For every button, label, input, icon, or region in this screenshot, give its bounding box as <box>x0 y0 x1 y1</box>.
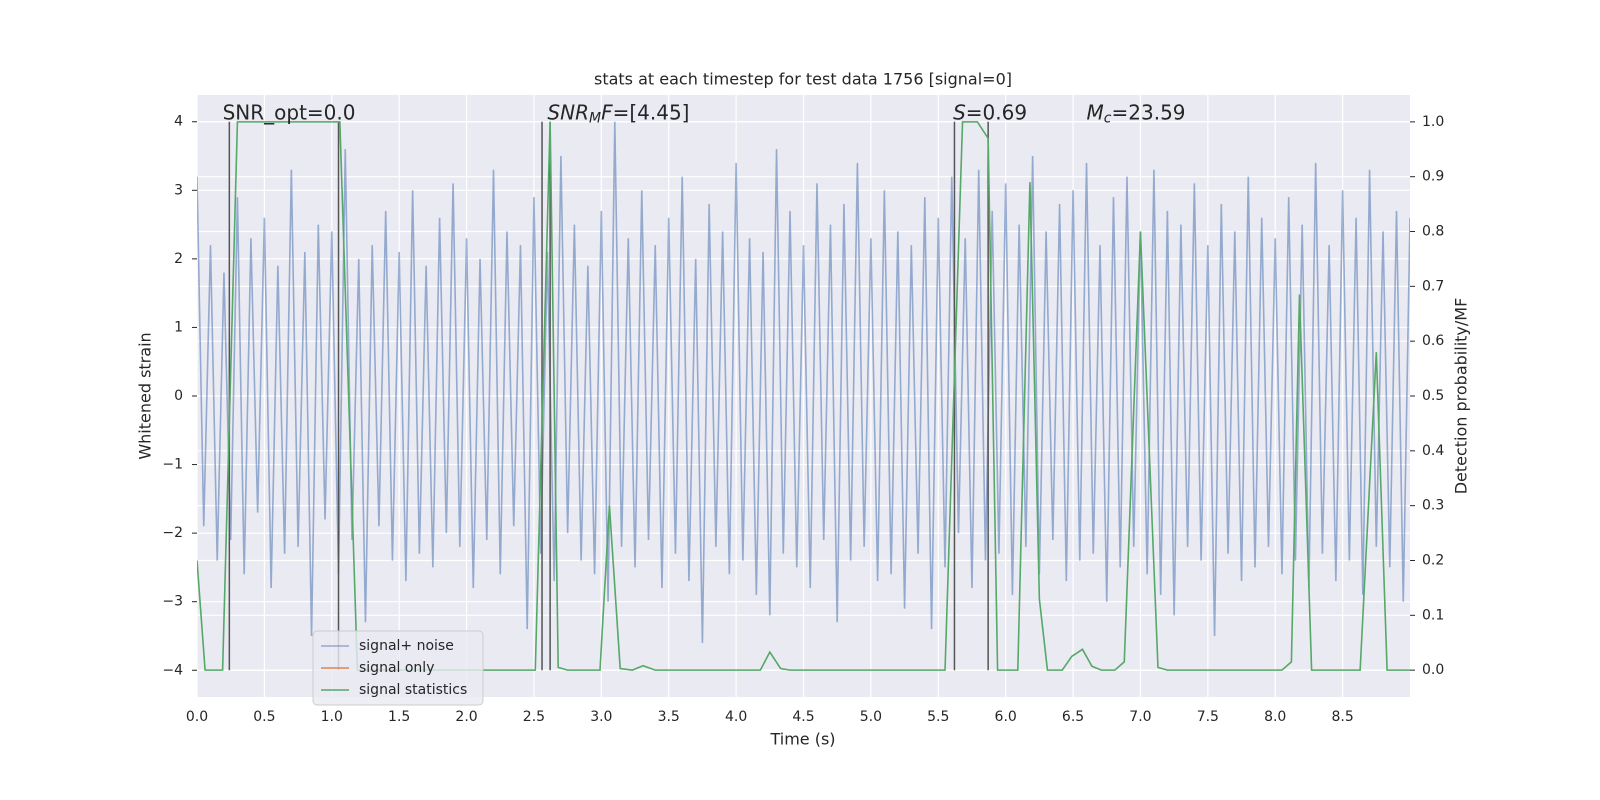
x-tick-label: 7.0 <box>1129 709 1151 725</box>
y2-tick-label: 0.9 <box>1422 169 1444 185</box>
annotation-part: M <box>1087 100 1104 124</box>
y-tick-label: 4 <box>174 114 183 130</box>
y-tick-label: −4 <box>162 662 183 678</box>
y-tick-label: −2 <box>162 525 183 541</box>
chart-title: stats at each timestep for test data 175… <box>594 70 1012 89</box>
annotation: SNR_opt=0.0 <box>223 100 356 124</box>
legend-box <box>312 630 484 706</box>
annotation-part: =0.69 <box>966 100 1027 124</box>
x-tick-label: 2.0 <box>455 709 477 725</box>
y2-tick-label: 0.3 <box>1422 498 1444 514</box>
y-tick-label: 1 <box>174 319 183 335</box>
annotation-part: M <box>589 111 601 127</box>
x-tick-label: 3.5 <box>658 709 680 725</box>
y2-tick-label: 0.4 <box>1422 443 1444 459</box>
x-tick-label: 1.0 <box>321 709 343 725</box>
y-axis-label: Whitened strain <box>136 332 155 459</box>
annotation-part: SNR <box>547 100 589 124</box>
x-axis-label: Time (s) <box>769 730 835 749</box>
x-tick-label: 4.0 <box>725 709 747 725</box>
y2-tick-label: 0.5 <box>1422 388 1444 404</box>
y2-tick-label: 0.0 <box>1422 662 1444 678</box>
x-tick-label: 3.0 <box>590 709 612 725</box>
x-tick-label: 4.5 <box>792 709 814 725</box>
y-tick-label: 2 <box>174 251 183 267</box>
x-tick-label: 0.5 <box>253 709 275 725</box>
x-tick-label: 0.0 <box>186 709 208 725</box>
y2-tick-label: 0.7 <box>1422 278 1444 294</box>
annotation: SNRMF=[4.45] <box>547 100 689 127</box>
legend-label: signal+ noise <box>359 638 454 654</box>
y2-tick-label: 0.8 <box>1422 224 1444 240</box>
y2-axis-label: Detection probability/MF <box>1452 298 1471 495</box>
legend-label: signal only <box>359 660 434 676</box>
annotation-part: =[4.45] <box>613 100 690 124</box>
x-tick-label: 6.5 <box>1062 709 1084 725</box>
y2-tick-label: 0.6 <box>1422 333 1444 349</box>
x-tick-label: 7.5 <box>1197 709 1219 725</box>
annotation-part: c <box>1104 111 1112 127</box>
y-tick-label: −3 <box>162 594 183 610</box>
series-line <box>197 121 1410 643</box>
y-tick-label: 0 <box>174 388 183 404</box>
y-tick-label: 3 <box>174 182 183 198</box>
x-tick-label: 6.0 <box>995 709 1017 725</box>
x-tick-label: 1.5 <box>388 709 410 725</box>
y2-tick-label: 0.1 <box>1422 607 1444 623</box>
legend-label: signal statistics <box>359 682 467 698</box>
annotation-part: S <box>953 100 966 124</box>
annotation-part: =23.59 <box>1112 100 1186 124</box>
x-tick-label: 8.5 <box>1331 709 1353 725</box>
series-line <box>197 121 1410 671</box>
x-tick-label: 2.5 <box>523 709 545 725</box>
y-tick-label: −1 <box>162 457 183 473</box>
y2-tick-label: 0.2 <box>1422 552 1444 568</box>
annotation-part: SNR_opt=0.0 <box>223 100 356 124</box>
x-tick-label: 5.0 <box>860 709 882 725</box>
annotation: Mc=23.59 <box>1087 100 1186 127</box>
y2-tick-label: 1.0 <box>1422 114 1444 130</box>
annotation: S=0.69 <box>953 100 1027 124</box>
x-tick-label: 8.0 <box>1264 709 1286 725</box>
annotation-part: F <box>601 100 613 124</box>
x-tick-label: 5.5 <box>927 709 949 725</box>
